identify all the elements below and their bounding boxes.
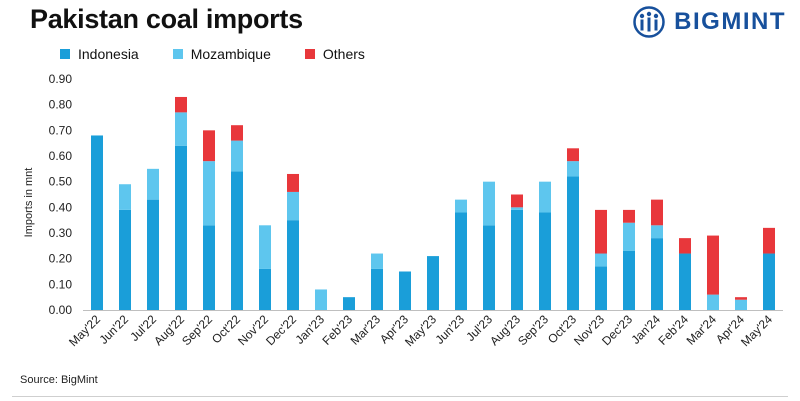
bar-indonesia	[399, 271, 411, 310]
bar-others	[735, 297, 747, 300]
x-tick-label: Jun'22	[96, 312, 131, 347]
bar-indonesia	[119, 209, 131, 310]
bar-mozambique	[371, 253, 383, 269]
bar-indonesia	[147, 199, 159, 310]
bar-indonesia	[763, 253, 775, 310]
bar-indonesia	[567, 176, 579, 310]
bar-indonesia	[259, 268, 271, 310]
y-tick-label: 0.90	[49, 72, 73, 86]
x-tick-label: Nov'22	[235, 312, 271, 348]
legend-swatch-others	[304, 49, 315, 59]
x-tick-label: Dec'22	[263, 312, 299, 348]
bar-mozambique	[539, 181, 551, 213]
legend-label-others: Others	[322, 46, 365, 62]
x-tick-label: Sep'22	[179, 312, 215, 348]
y-tick-label: 0.60	[49, 149, 73, 163]
bar-indonesia	[175, 145, 187, 310]
bar-mozambique	[483, 181, 495, 226]
bar-others	[287, 173, 299, 192]
bar-mozambique	[623, 222, 635, 251]
legend-item-mozambique: Mozambique	[172, 46, 271, 62]
bar-indonesia	[91, 135, 103, 310]
brand-name: BIGMINT	[674, 8, 786, 35]
bar-others	[651, 199, 663, 226]
bar-indonesia	[511, 209, 523, 310]
x-tick-label: Jun'23	[432, 312, 467, 347]
bar-others	[679, 238, 691, 254]
bar-mozambique	[595, 253, 607, 267]
chart-title: Pakistan coal imports	[30, 4, 303, 34]
bar-others	[707, 235, 719, 295]
bar-mozambique	[119, 184, 131, 210]
x-tick-label: Feb'23	[320, 312, 356, 348]
source-note: Source: BigMint	[20, 374, 98, 386]
y-tick-label: 0.00	[49, 303, 73, 317]
y-tick-label: 0.70	[49, 123, 73, 137]
bar-indonesia	[539, 212, 551, 310]
bar-indonesia	[203, 225, 215, 310]
legend-swatch-mozambique	[172, 49, 183, 59]
bar-indonesia	[343, 297, 355, 310]
legend-label-indonesia: Indonesia	[78, 46, 139, 62]
bar-others	[511, 194, 523, 208]
bar-indonesia	[623, 250, 635, 310]
legend-item-indonesia: Indonesia	[60, 46, 139, 62]
bar-mozambique	[511, 207, 523, 210]
x-tick-label: Sep'23	[515, 312, 551, 348]
x-tick-label: Mar'24	[684, 312, 720, 348]
bar-indonesia	[483, 225, 495, 310]
bottom-divider	[12, 396, 788, 397]
bar-mozambique	[315, 289, 327, 310]
brand-logo: BIGMINT	[630, 6, 786, 38]
x-tick-label: Aug'22	[151, 312, 187, 348]
bar-mozambique	[651, 225, 663, 239]
bar-mozambique	[455, 199, 467, 213]
bar-others	[567, 148, 579, 162]
x-tick-label: May'24	[738, 312, 775, 349]
x-tick-label: May'23	[402, 312, 439, 349]
bar-indonesia	[427, 256, 439, 310]
y-axis-label: Imports in mnt	[23, 168, 35, 238]
bar-others	[595, 209, 607, 254]
y-tick-label: 0.10	[49, 277, 73, 291]
stacked-bar-chart: Imports in mnt 0.00 0.10 0.20 0.30 0.40 0.50 0.…	[23, 72, 783, 349]
bar-indonesia	[231, 171, 243, 310]
bar-mozambique	[231, 140, 243, 172]
legend-label-mozambique: Mozambique	[190, 46, 271, 62]
bar-others	[231, 125, 243, 141]
x-tick-label: Mar'23	[348, 312, 384, 348]
x-tick-label: May'22	[66, 312, 103, 349]
bar-indonesia	[595, 266, 607, 310]
bar-others	[175, 96, 187, 113]
bar-indonesia	[371, 268, 383, 310]
x-tick-label: Dec'23	[599, 312, 635, 348]
bar-mozambique	[147, 168, 159, 200]
y-tick-label: 0.50	[49, 175, 73, 189]
bar-indonesia	[651, 238, 663, 310]
bar-mozambique	[287, 191, 299, 221]
bar-mozambique	[259, 225, 271, 269]
y-tick-label: 0.30	[49, 226, 73, 240]
x-tick-label: Feb'24	[656, 312, 692, 348]
y-tick-label: 0.40	[49, 200, 73, 214]
x-tick-label: Aug'23	[487, 312, 523, 348]
bar-mozambique	[735, 299, 747, 310]
bar-others	[203, 130, 215, 162]
bar-indonesia	[679, 253, 691, 310]
legend-swatch-indonesia	[60, 49, 70, 59]
bar-mozambique	[567, 161, 579, 177]
bar-mozambique	[203, 161, 215, 226]
y-tick-label: 0.20	[49, 252, 73, 266]
legend: Indonesia Mozambique Others	[60, 46, 399, 62]
legend-item-others: Others	[304, 46, 365, 62]
bar-others	[763, 227, 775, 254]
bar-indonesia	[287, 220, 299, 310]
bar-mozambique	[175, 112, 187, 146]
y-tick-label: 0.80	[49, 98, 73, 112]
bigmint-logo-icon	[633, 6, 665, 38]
bar-others	[623, 209, 635, 223]
bar-indonesia	[455, 212, 467, 310]
bar-mozambique	[707, 294, 719, 310]
x-tick-label: Nov'23	[571, 312, 607, 348]
